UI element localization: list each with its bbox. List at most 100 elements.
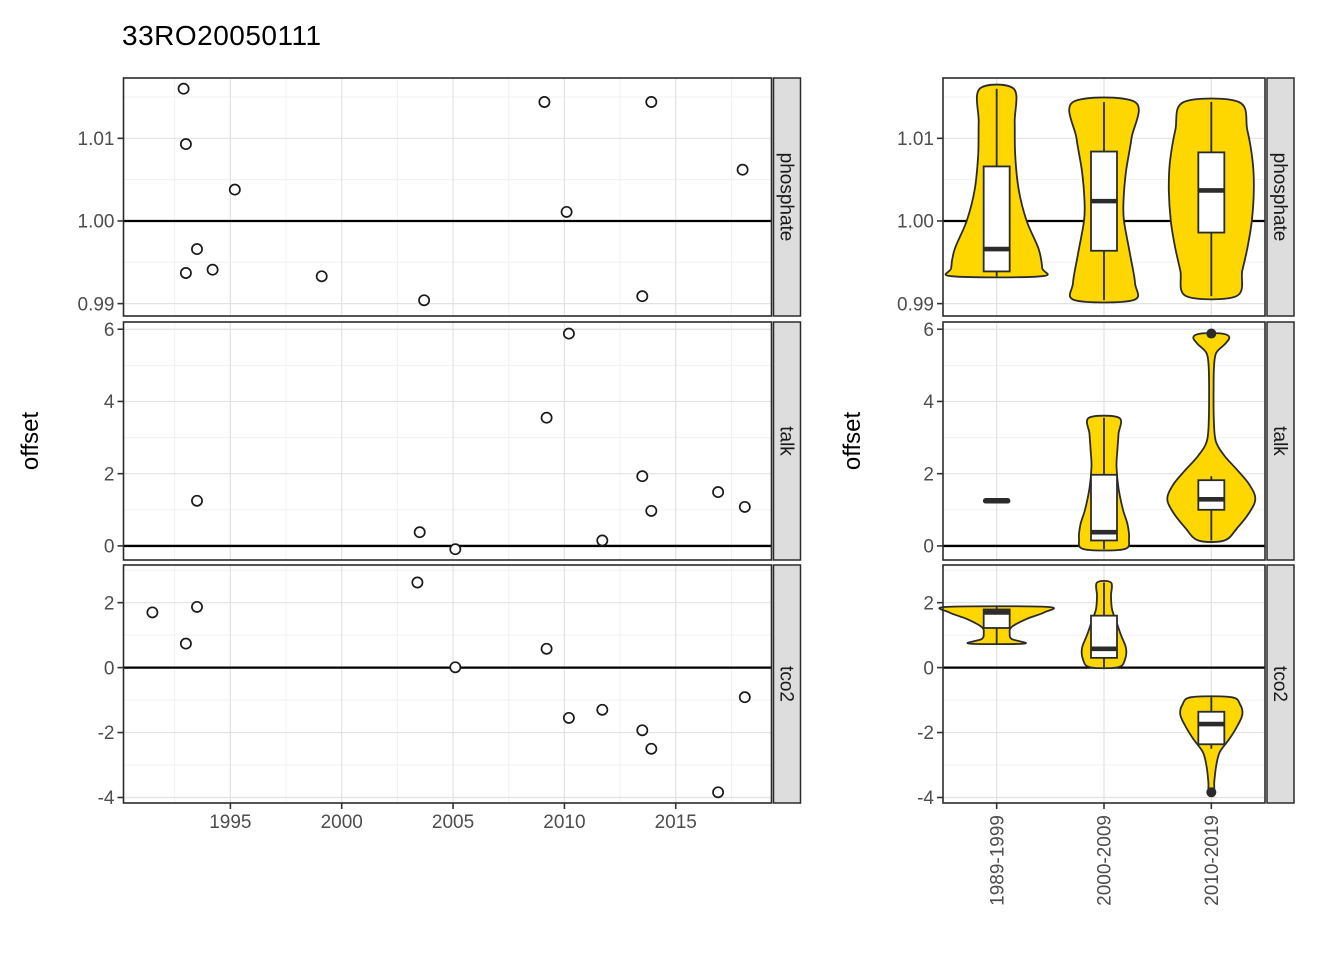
data-point [712,486,725,499]
y-tick-label: 4 [104,392,115,413]
scatter-panel-phosphate: phosphate 0.99 1.00 1.01 [78,77,802,317]
data-point [636,724,649,737]
facet-strip [772,321,802,561]
y-tick-label: 2 [923,464,934,485]
facet-strip-label: tco2 [775,666,796,702]
violin-panel-phosphate: phosphate 0.99 1.00 1.01 [897,77,1295,317]
plot-title: 33RO20050111 [122,20,322,51]
x-tick-label: 1989-1999 [987,815,1008,906]
x-tick-label: 2010 [543,812,585,833]
data-point [191,243,203,256]
panel-background [123,78,772,316]
outlier-point [1206,328,1217,339]
x-tick-label: 2000-2009 [1095,815,1116,906]
facet-strip [1266,321,1295,561]
data-point [645,504,658,517]
facet-strip [772,564,802,804]
facet-strip [1266,77,1295,317]
data-point [538,96,551,108]
panel-border [942,77,1266,317]
data-point [315,270,328,283]
data-point [738,691,751,704]
data-point [596,534,609,547]
scatter-panel-tco2: tco2 -4 -2 0 2 1995 2000 2005 2010 2015 [98,564,802,833]
y-tick-label: 1.01 [897,129,934,150]
panel-background [123,322,772,560]
y-tick-label: -4 [917,788,934,809]
data-point [645,742,658,755]
y-tick-label: 1.01 [78,129,115,150]
data-point [179,138,192,151]
data-point [636,470,649,483]
y-tick-label: 6 [923,320,934,341]
y-axis-label-right: offset [839,411,866,471]
outlier-point [1206,787,1217,798]
data-point [449,661,462,674]
y-tick-label: -2 [98,723,115,744]
panel-border [122,564,773,804]
y-axis-label-left: offset [17,411,44,471]
y-tick-label: -2 [917,723,934,744]
data-point [596,703,609,716]
data-point [177,82,190,95]
panel-border [942,321,1266,561]
x-tick-label: 2010-2019 [1202,815,1223,906]
y-tick-label: 0.99 [78,294,115,315]
facet-strip-label: phosphate [775,153,796,242]
x-tick-label: 2015 [655,812,697,833]
data-point [560,205,573,218]
data-point [712,786,725,799]
data-point [228,183,241,196]
data-point [738,500,751,513]
data-point [411,576,424,589]
y-tick-label: 1.00 [78,212,115,233]
y-tick-label: 0 [923,658,934,679]
facet-strip-label: tco2 [1269,666,1290,702]
box-plot [1197,710,1226,746]
facet-strip [772,77,802,317]
data-point [540,642,553,655]
data-point [191,494,203,507]
box-plot [1090,473,1118,542]
panel-border [122,321,773,561]
y-tick-label: 0.99 [897,294,934,315]
data-point [645,96,658,108]
facet-strip-label: talk [1269,426,1290,456]
y-tick-label: 4 [923,392,934,413]
violin-panel-talk: talk 0 2 4 6 [923,320,1295,561]
data-point [413,526,426,539]
scatter-panel-talk: talk 0 2 4 6 [104,320,802,561]
y-tick-label: 0 [104,537,115,558]
y-tick-label: 2 [923,593,934,614]
facet-strip [1266,564,1295,804]
data-point [449,543,462,556]
data-point [179,267,192,279]
y-tick-label: 2 [104,464,115,485]
x-tick-label: 1995 [209,812,251,833]
y-tick-label: 0 [104,658,115,679]
x-tick-label: 2000 [321,812,363,833]
data-point [736,163,749,176]
data-point [636,290,649,303]
data-point [540,411,553,424]
data-point [562,711,575,724]
panel-border [122,77,773,317]
box-plot [1197,479,1226,511]
data-point [146,606,159,619]
y-tick-label: 1.00 [897,212,934,233]
data-point [206,263,219,276]
panel-background [123,565,772,803]
data-point [562,327,575,340]
violin-shape [1166,332,1257,543]
data-point [418,294,431,307]
box-plot [982,165,1011,273]
y-tick-label: 0 [923,537,934,558]
data-point [179,637,192,650]
y-tick-label: -4 [98,788,115,809]
facet-strip-label: phosphate [1269,153,1290,242]
x-tick-label: 2005 [432,812,474,833]
violin-panel-tco2: tco2 -4 -2 0 2 1989-1999 2000-2009 2010-2019 [917,564,1295,906]
box-plot [1090,614,1118,659]
